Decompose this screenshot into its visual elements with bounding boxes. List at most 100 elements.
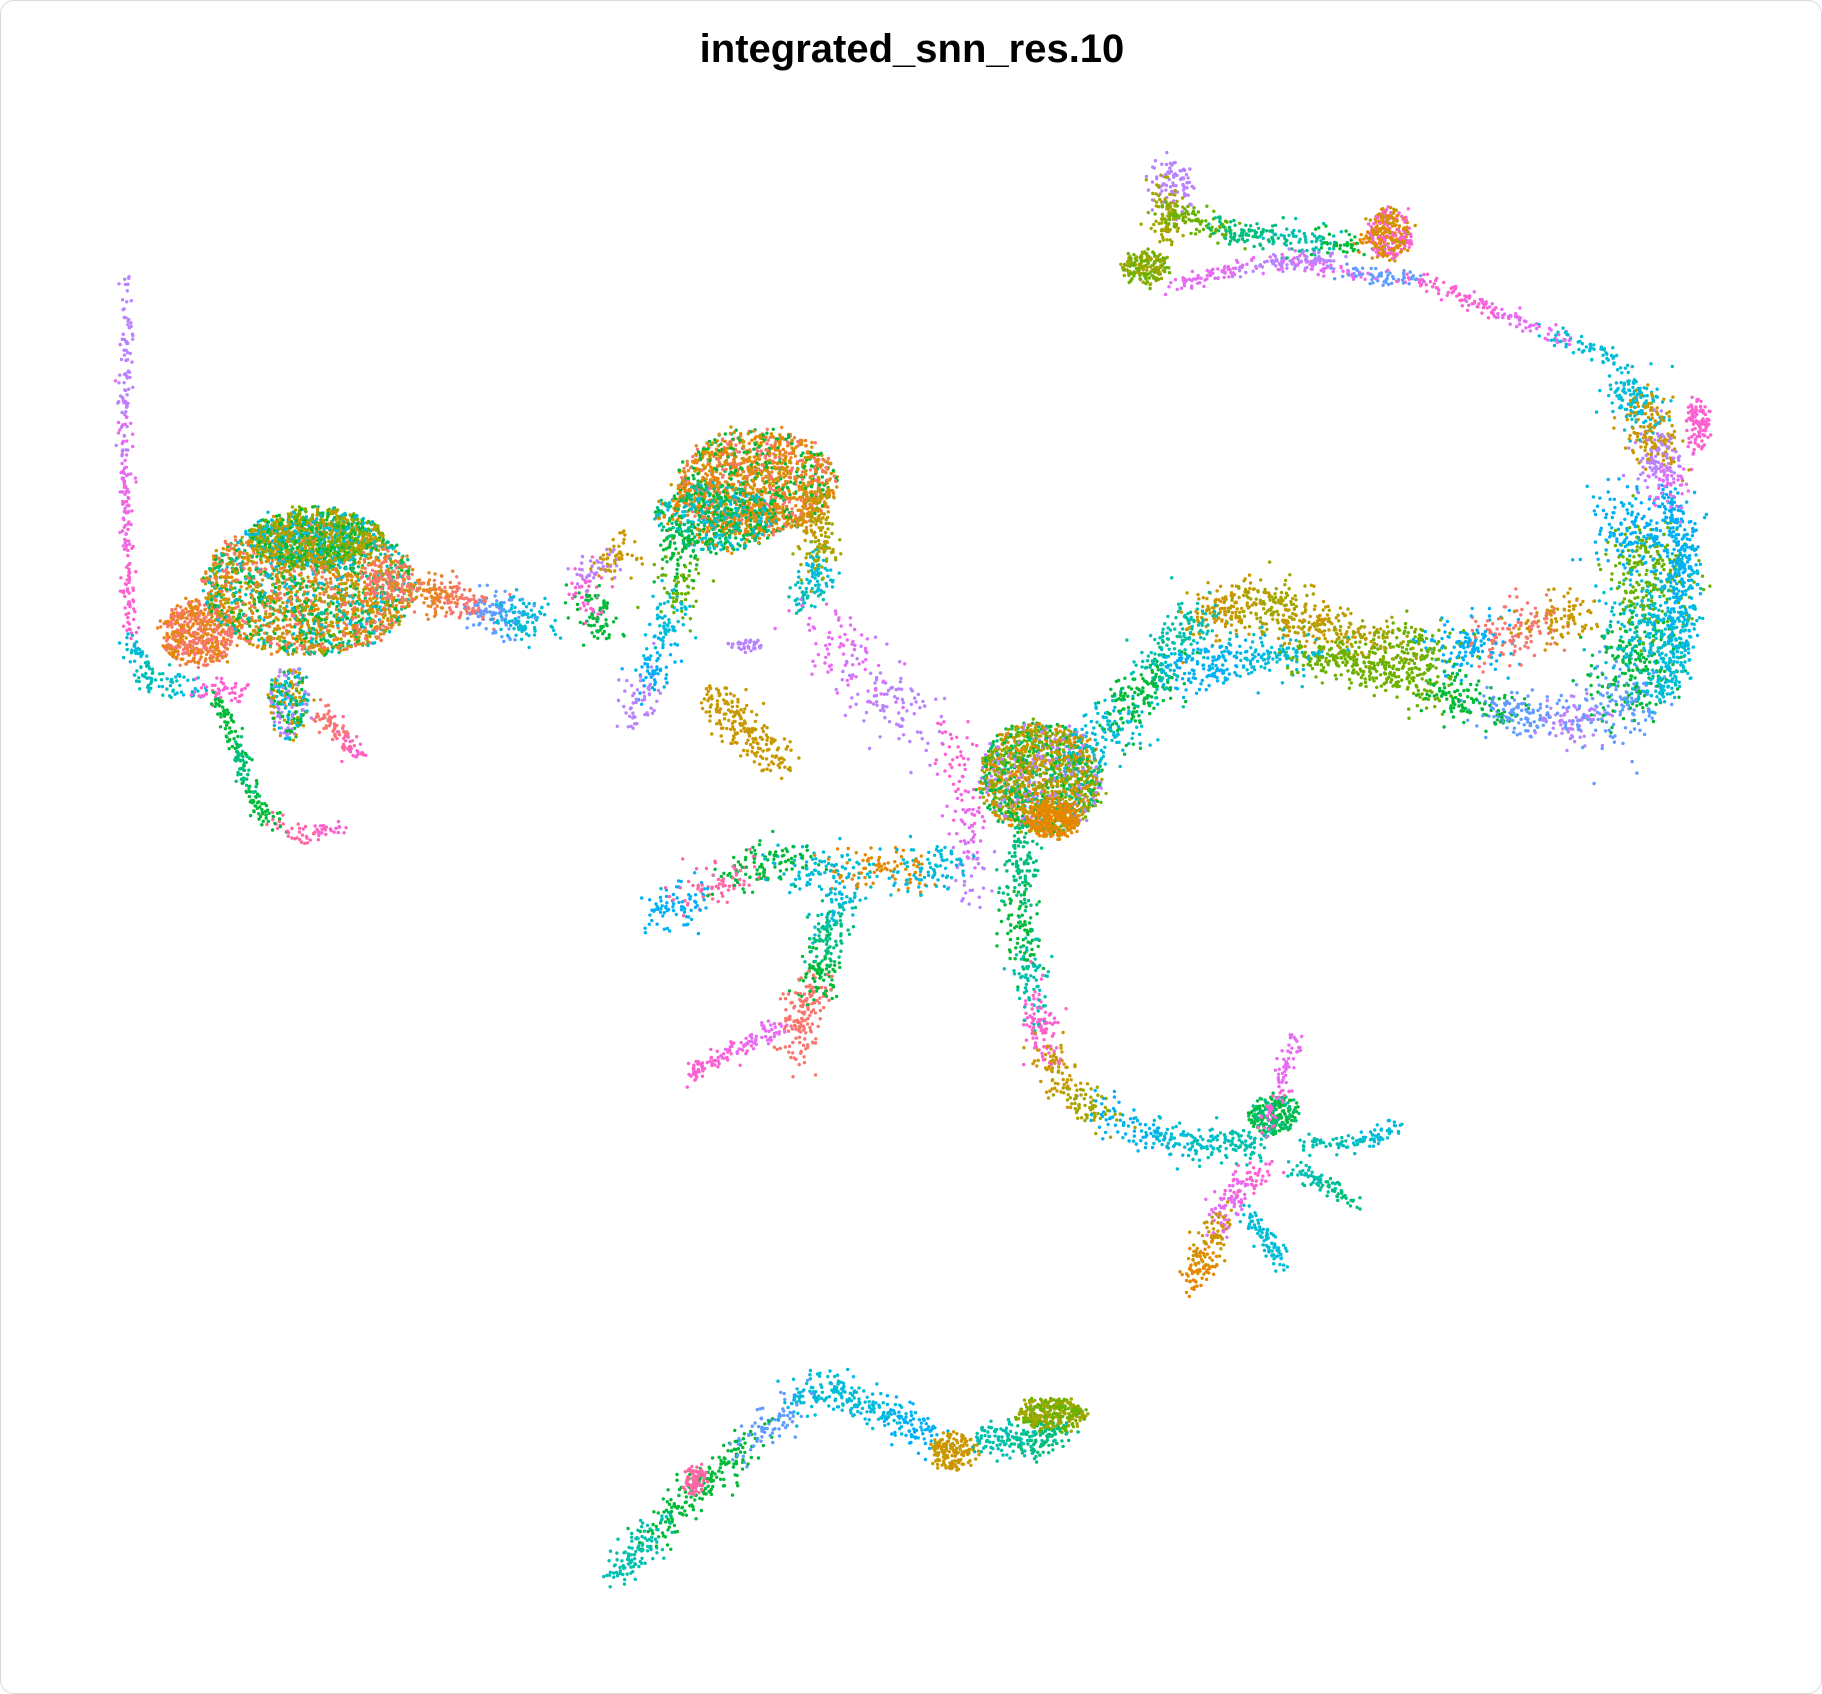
data-point [196,665,201,670]
data-point [247,576,251,580]
data-point [121,423,125,427]
data-point [335,544,339,548]
data-point [531,620,535,625]
data-point [304,604,309,608]
data-point [172,652,176,657]
data-point [323,548,328,552]
data-point [178,605,183,609]
data-point [295,559,299,564]
data-point [300,603,304,607]
data-point [229,618,233,622]
data-point [276,624,280,628]
data-point [478,610,482,615]
data-point [285,681,289,685]
data-point [236,773,240,777]
data-point [324,620,328,625]
data-point [191,640,196,645]
data-point [189,659,193,664]
data-point [254,585,258,589]
data-point [393,579,397,583]
data-point [407,568,411,573]
data-point [426,617,430,621]
data-point [275,595,279,599]
data-point [513,605,517,610]
data-point [276,618,280,622]
data-point [353,593,357,597]
data-point [174,675,178,679]
data-point [355,537,359,541]
data-point [314,533,318,537]
data-point [355,528,359,532]
data-point [309,517,313,521]
data-point [425,588,429,592]
chart-title: integrated_snn_res.10 [699,27,1125,71]
data-point [368,597,372,601]
data-point [336,563,341,567]
data-point [122,525,127,529]
data-point [341,724,345,728]
data-point [376,591,380,596]
data-point [383,613,387,617]
data-point [292,569,296,573]
data-point [400,595,405,599]
data-point [509,623,513,628]
data-point [121,439,126,443]
data-point [290,579,294,583]
data-point [355,753,359,758]
data-point [327,640,332,645]
data-point [211,690,216,695]
data-point [380,561,385,565]
data-point [384,559,388,564]
data-point [145,664,149,668]
data-point [118,428,122,432]
data-point [257,540,262,544]
data-point [363,570,368,575]
data-point [439,592,443,596]
data-point [316,571,321,575]
data-point [188,640,192,644]
data-point [126,620,130,624]
data-point [432,587,436,592]
data-point [236,540,240,545]
data-point [304,636,309,640]
data-point [328,827,333,831]
data-point [355,735,359,739]
data-point [504,610,508,614]
data-point [320,575,324,579]
data-point [190,608,194,613]
data-point [533,616,537,620]
data-point [493,594,497,598]
data-point [210,594,214,598]
data-point [265,547,269,551]
data-point [261,644,266,649]
data-point [384,625,388,630]
data-point [403,571,407,575]
data-point [257,638,261,642]
data-point [338,516,342,520]
data-point [239,538,243,543]
data-point [435,596,439,600]
data-point [374,614,378,618]
data-point [184,607,188,611]
data-point [300,533,304,538]
data-point [204,685,209,689]
data-point [242,632,247,636]
data-point [262,540,267,544]
data-point [347,631,351,635]
data-point [350,623,355,628]
data-point [400,568,404,572]
data-point [204,601,209,605]
data-point [254,779,259,783]
data-point [225,647,230,651]
data-point [313,597,318,601]
data-point [350,575,354,579]
data-point [391,599,395,603]
data-point [329,587,333,591]
data-point [345,574,349,579]
data-point [245,639,249,643]
data-point [285,692,289,696]
data-point [314,636,318,640]
data-point [303,507,308,511]
data-point [411,568,415,572]
data-point [445,610,449,615]
